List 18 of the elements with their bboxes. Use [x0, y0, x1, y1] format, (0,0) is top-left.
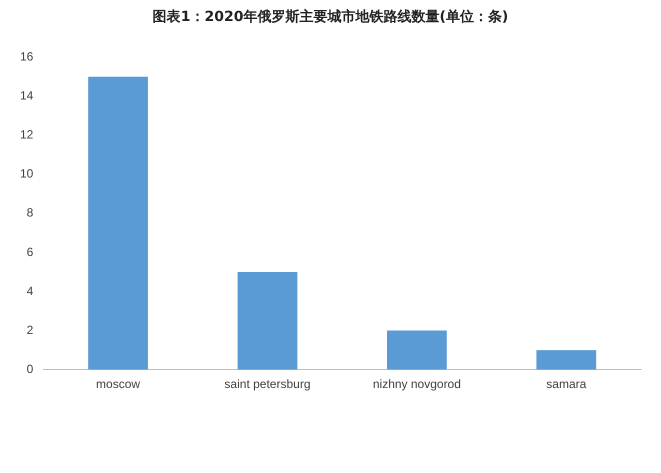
x-tick-label: saint petersburg [224, 377, 310, 392]
y-tick-label: 10 [20, 166, 34, 181]
x-tick-label: moscow [96, 377, 140, 392]
y-tick-label: 2 [26, 322, 34, 337]
bar [238, 272, 298, 370]
bar [387, 330, 447, 370]
bar [88, 76, 148, 370]
y-tick-label: 4 [26, 284, 34, 298]
bar [536, 350, 596, 370]
y-tick-label: 6 [26, 244, 34, 259]
x-tick-label: samara [546, 377, 587, 392]
chart-title: 图表1：2020年俄罗斯主要城市地铁路线数量(单位：条) [152, 8, 510, 26]
y-tick-label: 14 [20, 88, 34, 103]
y-tick-label: 8 [26, 206, 34, 220]
y-tick-label: 0 [26, 362, 34, 376]
y-tick-label: 12 [20, 128, 34, 142]
y-tick-label: 16 [20, 50, 34, 64]
x-tick-label: nizhny novgorod [372, 377, 461, 392]
